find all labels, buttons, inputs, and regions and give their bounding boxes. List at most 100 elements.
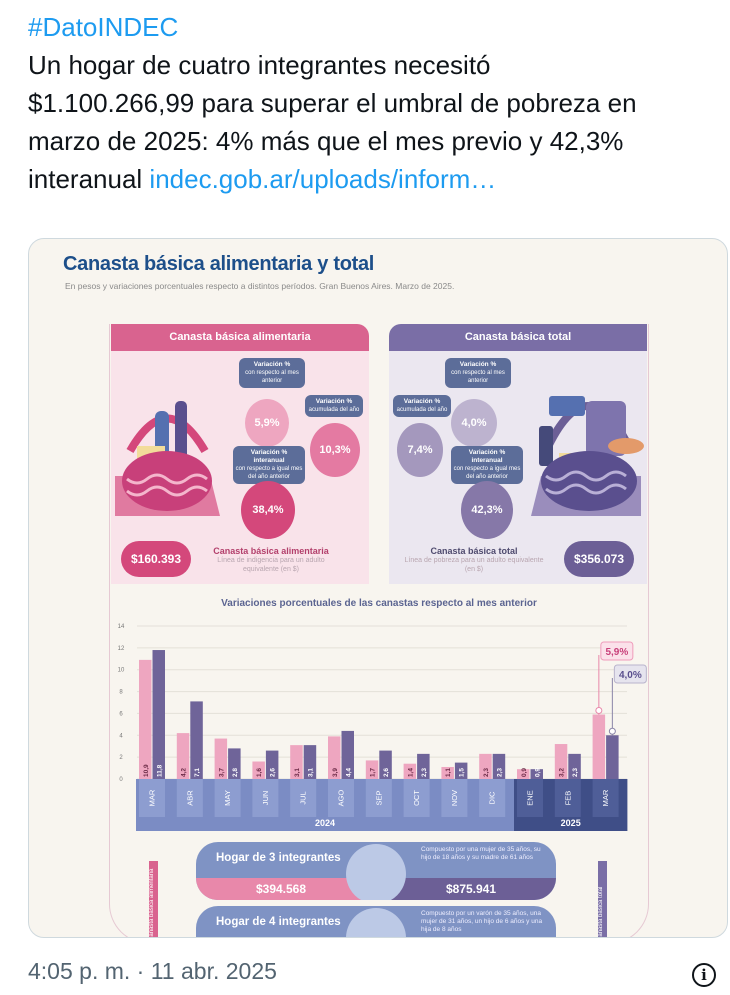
infographic-frame [109,324,649,937]
side-label-cba: Canasta básica alimentaria [149,861,158,937]
bar [265,750,279,779]
cba-panel: Canasta básica alimentaria Variación % co… [111,324,369,584]
y-tick-label: 2 [119,755,123,761]
tweet-link[interactable]: indec.gob.ar/uploads/inform… [149,164,497,194]
callout-box [613,664,647,684]
month-label: DIC [488,791,497,805]
bar [441,766,454,779]
month-cell [517,779,543,817]
month-label: JUN [261,791,270,806]
bar-value-label: 1,5 [459,768,466,777]
hogar-3-card: Hogar de 3 integrantes Compuesto por una… [196,842,556,900]
month-label: OCT [412,790,421,806]
cbt-var-inter: 42,3% [461,481,513,539]
month-label: SEP [374,790,383,805]
year-label: 2025 [561,818,581,828]
month-cell [554,779,581,817]
y-tick-label: 8 [119,690,123,696]
bar-value-label: 2,3 [483,768,490,777]
goods-basket-icon [531,396,644,516]
bar-chart: 0 2 4 6 8 10 12 14 2024 2025 MAR 10,9 11,8 ABR 4,2 7,1 M… [118,624,647,831]
bar-value-label: 0,9 [534,768,541,777]
month-cell [592,779,619,817]
cbt-var-acum: 7,4% [397,423,443,477]
bar [214,738,228,779]
bar [554,744,568,779]
cbt-var-acum-label: Variación % acumulada del año [393,395,451,417]
hogar-4-card: Hogar de 4 integrantes Compuesto por un … [196,906,556,937]
cbt-var-mes-label: Variación % con respecto al mes anterior [445,358,511,388]
month-label: MAR [601,789,610,806]
bar-value-label: 2,6 [270,768,277,777]
cba-var-mes: 5,9% [245,399,289,447]
month-label: FEB [563,791,572,806]
month-label: MAR [148,789,157,806]
bar-value-label: 3,1 [294,768,301,777]
cba-caption: Canasta básica alimentaria Línea de indig… [213,546,329,573]
month-label: ENE [526,790,535,805]
month-label: NOV [450,790,459,806]
cbt-panel: Canasta básica total Variación % con resp… [389,324,647,584]
month-cell [328,779,354,817]
hashtag-link[interactable]: #DatoINDEC [28,12,179,42]
bar [152,650,165,779]
chart-title: Variaciones porcentuales de las canastas… [221,598,537,609]
family-avatar-icon [346,908,406,937]
callout-dot [608,727,616,735]
cbt-header: Canasta básica total [389,324,647,351]
bar [365,760,379,779]
cbt-var-mes: 4,0% [451,399,497,447]
bar [176,733,190,779]
bar-value-label: 3,7 [218,768,225,777]
month-cell [403,779,430,817]
callout-box [600,641,634,661]
cba-var-mes-label: Variación % con respecto al mes anterior [239,358,305,388]
month-cell [290,779,317,817]
bar [328,736,341,779]
bar [454,762,468,779]
year-label: 2024 [315,818,335,828]
bar-value-label: 0,9 [521,768,528,777]
bar-value-label: 2,8 [232,768,239,777]
bar-value-label: 1,7 [370,768,377,777]
hogar-4-name: Hogar de 4 integrantes [216,916,341,928]
month-cell [139,779,165,817]
bar-value-label: 4,2 [181,768,188,777]
bar-value-label: 2,3 [572,768,579,777]
hogar-3-cba: $394.568 [196,878,366,900]
bar-value-label: 1,1 [445,768,452,777]
y-tick-label: 12 [118,646,125,652]
y-tick-label: 4 [119,733,123,739]
callout-label: 4,0% [619,670,642,681]
month-label: ABR [185,790,194,806]
y-tick-label: 14 [118,624,125,630]
bar [139,659,152,779]
cba-amount: $160.393 [121,541,191,577]
month-cell [214,779,241,817]
bar-value-label: 3,1 [307,768,314,777]
bar [606,735,619,779]
bar [290,745,303,779]
bar-value-label: 2,3 [421,768,428,777]
bar-value-label: 2,3 [496,768,503,777]
tweet-line: $1.100.266,99 para superar el umbral de … [28,88,637,118]
bar [592,714,606,779]
cbt-caption: Canasta básica total Línea de pobreza par… [404,546,544,573]
bar-value-label: 1,4 [407,768,414,777]
bar [379,750,392,779]
y-tick-label: 0 [119,777,123,783]
tweet-timestamp[interactable]: 4:05 p. m. · 11 abr. 2025 [28,958,277,984]
month-label: AGO [337,789,346,806]
bar-value-label: 3,2 [559,768,566,777]
info-icon[interactable]: i [692,963,716,987]
tweet-line: marzo de 2025: 4% más que el mes previo … [28,126,624,156]
tweet-line: interanual [28,164,150,194]
hogar-3-name: Hogar de 3 integrantes [216,852,341,864]
infographic-subtitle: En pesos y variaciones porcentuales resp… [65,281,455,291]
cba-var-acum: 10,3% [310,423,360,477]
month-cell [365,779,392,817]
tweet-image[interactable]: Canasta básica alimentaria y total En pe… [28,238,728,938]
bar [568,753,581,779]
y-tick-label: 6 [119,711,123,717]
cba-var-acum-label: Variación % acumulada del año [305,395,363,417]
